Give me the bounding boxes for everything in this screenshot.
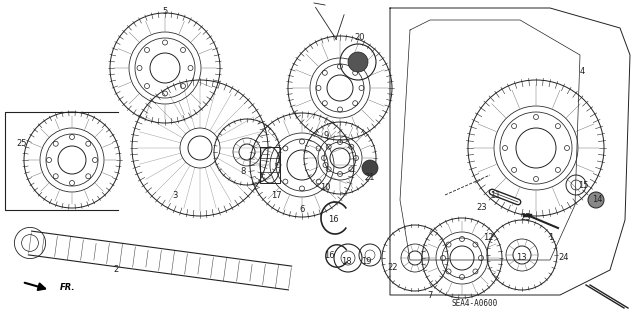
Text: 10: 10: [320, 183, 330, 192]
Text: 25: 25: [17, 138, 28, 147]
Text: 12: 12: [483, 234, 493, 242]
Text: 20: 20: [355, 33, 365, 42]
Text: 2: 2: [113, 265, 118, 275]
Text: 1: 1: [548, 234, 554, 242]
Text: 21: 21: [365, 174, 375, 182]
Circle shape: [348, 52, 368, 72]
Text: 23: 23: [521, 213, 531, 222]
Text: 16: 16: [324, 250, 334, 259]
Text: 9: 9: [323, 130, 328, 139]
Text: 13: 13: [516, 254, 526, 263]
Text: SEA4-A0600: SEA4-A0600: [452, 299, 498, 308]
Text: 14: 14: [592, 196, 602, 204]
Circle shape: [362, 160, 378, 176]
Text: 22: 22: [388, 263, 398, 272]
Text: 8: 8: [240, 167, 246, 176]
Text: 23: 23: [477, 204, 487, 212]
Circle shape: [588, 192, 604, 208]
Text: 3: 3: [172, 190, 178, 199]
Text: 18: 18: [340, 257, 351, 266]
Text: 7: 7: [428, 291, 433, 300]
Bar: [260, 147, 280, 183]
Text: 15: 15: [578, 181, 588, 189]
Text: 4: 4: [579, 68, 584, 77]
Text: 6: 6: [300, 204, 305, 213]
Text: FR.: FR.: [60, 284, 76, 293]
Text: 5: 5: [163, 8, 168, 17]
Text: 17: 17: [271, 191, 282, 201]
Text: 16: 16: [328, 216, 339, 225]
Text: 24: 24: [559, 254, 569, 263]
Text: 19: 19: [361, 257, 371, 266]
Text: 11: 11: [490, 190, 500, 199]
